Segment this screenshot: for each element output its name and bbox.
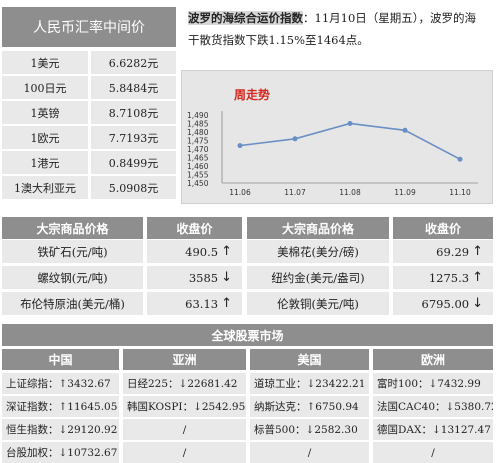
commodity-price-value: 490.5 — [185, 244, 219, 259]
market-index-cell: / — [373, 442, 493, 463]
y-tick-label: 1,485 — [187, 120, 209, 129]
fx-row: 1美元 6.6282元 — [2, 51, 176, 74]
markets-title: 全球股票市场 — [2, 324, 493, 346]
data-point — [402, 127, 408, 133]
market-index-cell: 富时100：↓7432.99 — [373, 373, 493, 394]
fx-currency: 1美元 — [2, 51, 88, 74]
series-line — [239, 122, 461, 160]
commodity-price-value: 63.13 — [185, 296, 219, 311]
y-tick-label: 1,470 — [187, 145, 209, 154]
market-index-cell: 台股加权：↓10732.67 — [2, 442, 119, 463]
fx-title: 人民币汇率中间价 — [2, 7, 176, 47]
y-tick-label: 1,450 — [187, 179, 209, 188]
market-index-cell: 上证综指：↑3432.67 — [2, 373, 119, 394]
x-tick-label: 11.08 — [339, 188, 361, 197]
fx-rate: 5.8484元 — [91, 76, 176, 99]
x-tick-label: 11.07 — [284, 188, 306, 197]
fx-rate: 5.0908元 — [91, 176, 176, 199]
market-region-header: 亚洲 — [123, 349, 246, 370]
y-tick-label: 1,475 — [187, 137, 209, 146]
news-line1: ：11月10日（星期五），波罗的海 — [303, 11, 477, 25]
commodity-name: 纽约金(美元/盎司) — [247, 266, 389, 289]
chart-panel: 周走势 1,490 1,485 1,480 1,475 1,470 1,465 1,460 1,… — [181, 70, 493, 204]
fx-row: 1港元 0.8499元 — [2, 151, 176, 174]
commodity-header-name: 大宗商品价格 — [2, 217, 143, 239]
news-headline: 波罗的海综合运价指数 — [188, 11, 303, 25]
commodity-direction-arrow: ↓ — [472, 296, 483, 311]
data-point — [237, 143, 243, 149]
y-tick-label: 1,455 — [187, 171, 209, 180]
x-tick-label: 11.09 — [394, 188, 416, 197]
news-line2: 干散货指数下跌1.15%至1464点。 — [188, 33, 369, 47]
fx-rate: 0.8499元 — [91, 151, 176, 174]
market-index-cell: 韩国KOSPI：↓2542.95 — [123, 396, 246, 417]
market-index-cell: 日经225：↓22681.42 — [123, 373, 246, 394]
commodity-direction-arrow: ↑ — [221, 244, 232, 259]
commodity-price-value: 6795.00 — [421, 296, 470, 311]
market-region-header: 中国 — [2, 349, 119, 370]
commodity-name: 美棉花(美分/磅) — [247, 240, 389, 263]
fx-row: 1英镑 8.7108元 — [2, 101, 176, 124]
commodity-name: 布伦特原油(美元/桶) — [2, 292, 143, 315]
data-point — [457, 156, 463, 162]
fx-currency: 1欧元 — [2, 126, 88, 149]
market-index-cell: / — [250, 442, 369, 463]
commodity-name: 铁矿石(元/吨) — [2, 240, 143, 263]
fx-currency: 1澳大利亚元 — [2, 176, 88, 199]
market-index-cell: 纳斯达克：↑6750.94 — [250, 396, 369, 417]
market-index-cell: 道琼工业：↓23422.21 — [250, 373, 369, 394]
commodity-price-value: 69.29 — [436, 244, 470, 259]
commodity-price: 6795.00 ↓ — [393, 292, 493, 315]
commodity-header-name: 大宗商品价格 — [247, 217, 389, 239]
news-box: 波罗的海综合运价指数：11月10日（星期五），波罗的海 干散货指数下跌1.15%… — [184, 7, 493, 57]
commodity-direction-arrow: ↑ — [221, 296, 232, 311]
y-tick-label: 1,480 — [187, 128, 209, 137]
fx-rate: 6.6282元 — [91, 51, 176, 74]
y-tick-label: 1,460 — [187, 162, 209, 171]
x-tick-label: 11.10 — [449, 188, 471, 197]
market-index-cell: / — [123, 419, 246, 440]
data-point — [347, 121, 353, 126]
commodity-price-value: 3585 — [188, 270, 219, 285]
commodity-price: 69.29 ↑ — [393, 240, 493, 263]
fx-rate: 7.7193元 — [91, 126, 176, 149]
y-tick-label: 1,490 — [187, 111, 209, 120]
fx-rate: 8.7108元 — [91, 101, 176, 124]
market-region-header: 欧洲 — [373, 349, 493, 370]
data-point — [292, 136, 298, 142]
weekly-trend-chart: 周走势1,4901,4851,4801,4751,4701,4651,4601,… — [187, 87, 478, 197]
commodity-price: 63.13 ↑ — [147, 292, 242, 315]
market-region-header: 美国 — [250, 349, 369, 370]
commodity-name: 伦敦铜(美元/吨) — [247, 292, 389, 315]
commodity-price-value: 1275.3 — [428, 270, 470, 285]
commodity-header-price: 收盘价 — [393, 217, 493, 239]
commodity-direction-arrow: ↑ — [472, 244, 483, 259]
chart-title: 周走势 — [234, 87, 270, 102]
fx-currency: 1港元 — [2, 151, 88, 174]
fx-row: 100日元 5.8484元 — [2, 76, 176, 99]
commodity-name: 螺纹钢(元/吨) — [2, 266, 143, 289]
fx-currency: 100日元 — [2, 76, 88, 99]
commodity-direction-arrow: ↑ — [472, 270, 483, 285]
market-index-cell: 德国DAX：↓13127.47 — [373, 419, 493, 440]
x-tick-label: 11.06 — [229, 188, 251, 197]
market-index-cell: 深证指数：↑11645.05 — [2, 396, 119, 417]
commodity-price: 1275.3 ↑ — [393, 266, 493, 289]
market-index-cell: 标普500：↓2582.30 — [250, 419, 369, 440]
market-index-cell: 法国CAC40：↓5380.72 — [373, 396, 493, 417]
market-index-cell: 恒生指数：↓29120.92 — [2, 419, 119, 440]
commodity-price: 3585 ↓ — [147, 266, 242, 289]
fx-row: 1欧元 7.7193元 — [2, 126, 176, 149]
commodity-header-price: 收盘价 — [147, 217, 242, 239]
fx-currency: 1英镑 — [2, 101, 88, 124]
fx-row: 1澳大利亚元 5.0908元 — [2, 176, 176, 199]
market-index-cell: / — [123, 442, 246, 463]
commodity-direction-arrow: ↓ — [221, 270, 232, 285]
commodity-price: 490.5 ↑ — [147, 240, 242, 263]
y-tick-label: 1,465 — [187, 154, 209, 163]
